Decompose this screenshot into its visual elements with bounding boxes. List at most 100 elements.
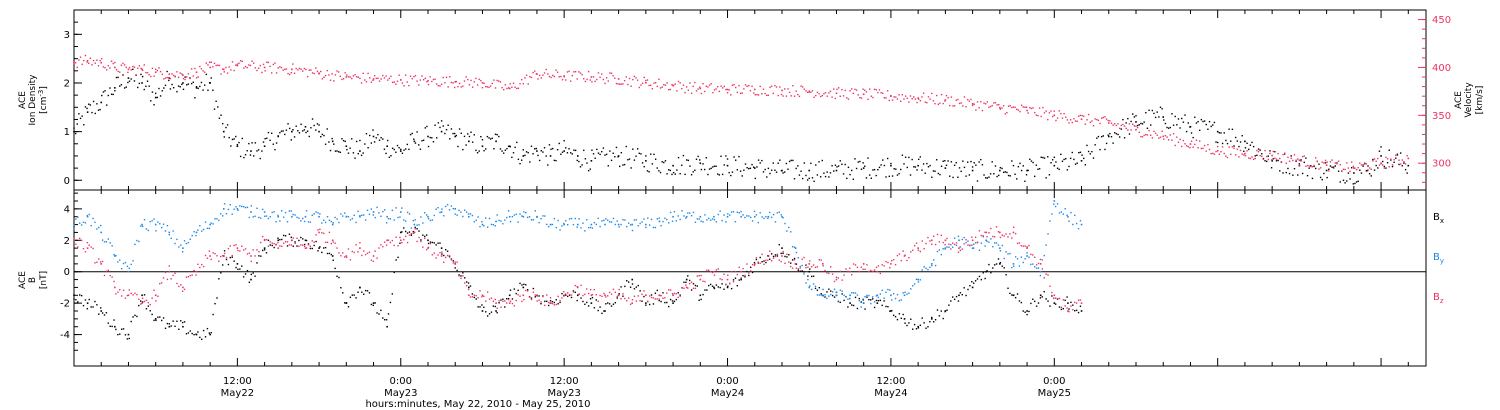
velocity-point xyxy=(1277,152,1279,155)
by-point xyxy=(1005,251,1007,253)
bz-point xyxy=(250,260,252,263)
bx-point xyxy=(96,304,98,306)
density-point xyxy=(728,171,730,174)
bz-point xyxy=(117,291,119,293)
density-point xyxy=(576,155,579,157)
density-point xyxy=(653,153,655,156)
density-point xyxy=(1287,167,1289,170)
by-point xyxy=(753,215,756,218)
legend-by: By xyxy=(1433,252,1444,265)
velocity-point xyxy=(141,69,144,72)
velocity-point xyxy=(197,76,199,78)
by-point xyxy=(929,266,931,269)
velocity-point xyxy=(984,103,987,105)
bz-point xyxy=(679,295,681,297)
bz-point xyxy=(736,273,739,276)
velocity-point xyxy=(1048,112,1051,114)
bx-point xyxy=(363,293,365,296)
velocity-point xyxy=(1399,163,1402,165)
by-point xyxy=(269,216,272,218)
velocity-point xyxy=(1002,105,1005,107)
density-point xyxy=(1112,142,1114,144)
bz-point xyxy=(124,297,127,299)
bx-point xyxy=(927,326,929,328)
bx-point xyxy=(252,272,254,274)
density-point xyxy=(1020,169,1023,172)
bz-point xyxy=(495,302,497,304)
bz-point xyxy=(740,277,742,279)
density-point xyxy=(100,101,103,104)
bx-point xyxy=(401,231,403,233)
by-point xyxy=(256,207,258,210)
by-point xyxy=(275,221,277,223)
velocity-point xyxy=(1043,112,1046,114)
by-point xyxy=(462,215,464,218)
velocity-point xyxy=(703,90,706,93)
density-point xyxy=(186,84,188,86)
velocity-point xyxy=(195,77,198,79)
density-point xyxy=(614,156,616,158)
density-point xyxy=(352,152,355,154)
density-point xyxy=(790,159,792,162)
velocity-point xyxy=(1350,161,1353,163)
density-point xyxy=(287,123,289,125)
by-point xyxy=(235,206,237,208)
density-point xyxy=(1024,180,1026,182)
density-point xyxy=(406,143,409,146)
density-point xyxy=(645,160,647,162)
bz-point xyxy=(831,273,834,275)
by-point xyxy=(1039,274,1042,277)
density-point xyxy=(1347,172,1350,174)
bx-point xyxy=(282,234,285,237)
density-point xyxy=(552,147,554,150)
bz-point xyxy=(822,265,824,267)
by-point xyxy=(1056,203,1059,205)
by-point xyxy=(685,215,688,218)
velocity-point xyxy=(728,89,730,91)
bx-point xyxy=(891,309,893,312)
bx-point xyxy=(969,285,971,287)
density-point xyxy=(726,158,729,160)
by-point xyxy=(80,224,83,226)
density-point xyxy=(720,155,722,158)
density-point xyxy=(824,175,827,178)
by-point xyxy=(100,231,103,234)
bx-point xyxy=(868,298,870,301)
bx-point xyxy=(454,267,456,269)
velocity-point xyxy=(535,73,538,75)
by-point xyxy=(959,246,962,248)
density-point xyxy=(154,96,157,99)
density-point xyxy=(463,135,466,138)
bx-point xyxy=(856,307,859,310)
bz-point xyxy=(698,275,700,277)
bz-point xyxy=(940,234,942,237)
velocity-point xyxy=(254,67,257,69)
density-point xyxy=(548,144,551,146)
bz-point xyxy=(305,247,308,249)
by-point xyxy=(1016,258,1019,260)
by-point xyxy=(903,294,906,297)
density-point xyxy=(385,152,387,155)
density-point xyxy=(643,165,645,168)
by-point xyxy=(1075,222,1078,225)
velocity-point xyxy=(1029,106,1031,109)
by-point xyxy=(698,218,700,220)
bz-point xyxy=(1074,301,1076,304)
bz-point xyxy=(685,286,688,289)
velocity-point xyxy=(1261,155,1263,158)
bz-point xyxy=(904,254,906,256)
bx-point xyxy=(334,267,336,270)
density-point xyxy=(627,159,629,161)
bx-point xyxy=(629,286,632,288)
density-point xyxy=(310,127,312,129)
velocity-point xyxy=(1189,146,1191,149)
by-point xyxy=(496,214,498,216)
density-point xyxy=(1050,162,1052,164)
velocity-point xyxy=(1236,148,1238,150)
by-point xyxy=(359,215,361,218)
density-point xyxy=(619,165,621,168)
by-point xyxy=(898,299,901,302)
velocity-point xyxy=(483,82,485,85)
velocity-point xyxy=(400,79,402,81)
velocity-point xyxy=(1328,170,1330,172)
